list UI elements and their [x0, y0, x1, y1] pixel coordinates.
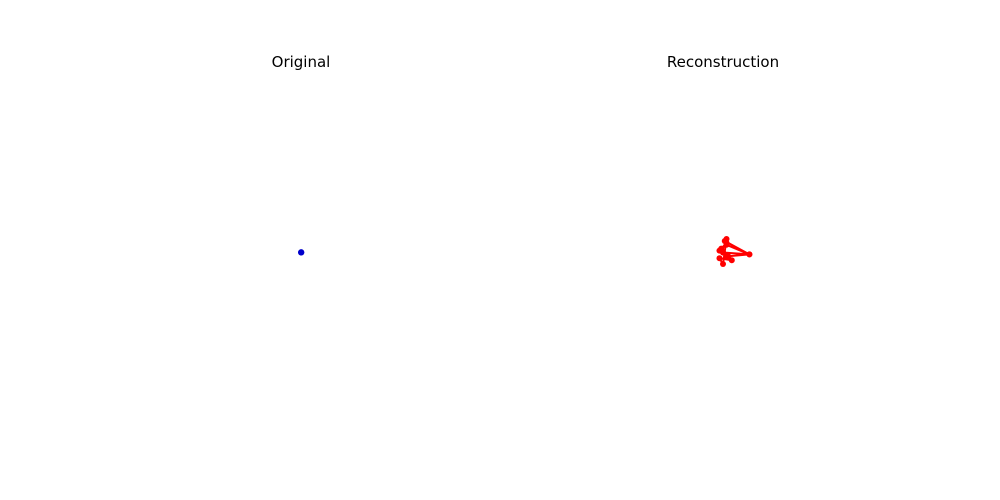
- reconstruction-point: [728, 257, 735, 264]
- original-title: Original: [272, 53, 331, 71]
- reconstruction-panel: Reconstruction: [667, 53, 779, 268]
- reconstruction-point: [725, 253, 732, 260]
- reconstruction-point: [716, 247, 723, 254]
- reconstruction-series: [716, 236, 753, 268]
- original-panel: Original: [272, 53, 331, 256]
- reconstruction-point: [716, 255, 723, 262]
- reconstruction-title: Reconstruction: [667, 53, 779, 71]
- reconstruction-point: [746, 251, 753, 258]
- reconstruction-point: [720, 261, 726, 268]
- reconstruction-point: [723, 239, 730, 246]
- original-series: [298, 249, 305, 256]
- original-point: [298, 249, 305, 256]
